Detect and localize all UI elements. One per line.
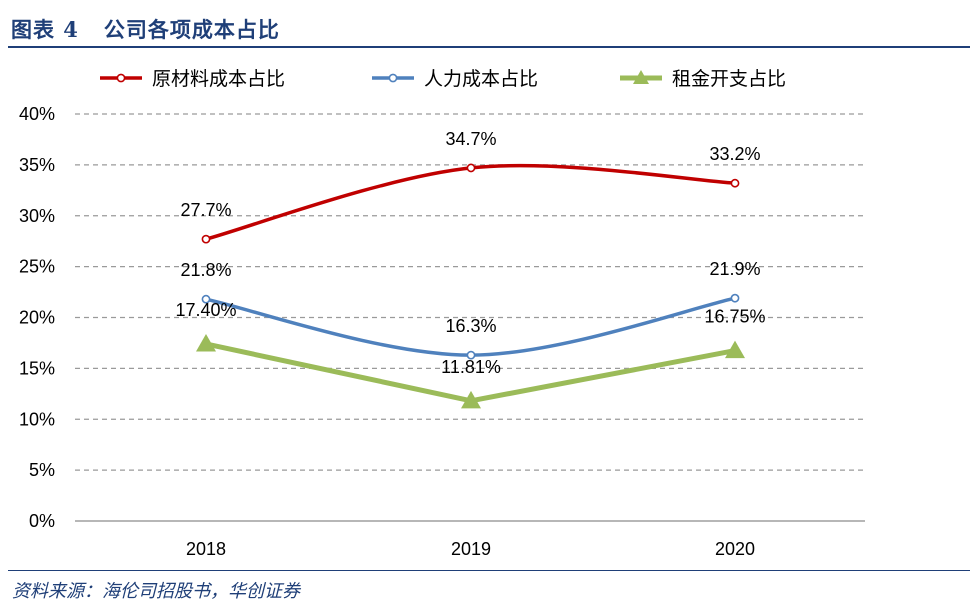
series-lines <box>196 163 745 409</box>
data-label: 21.9% <box>709 259 760 279</box>
data-point-marker <box>730 293 740 303</box>
data-label: 33.2% <box>709 144 760 164</box>
series-line-1 <box>204 163 737 241</box>
footer-divider <box>8 570 970 571</box>
legend: 原材料成本占比 人力成本占比 租金开支占比 <box>100 68 786 90</box>
data-point-marker <box>725 340 745 359</box>
x-axis-ticks: 2018 2019 2020 <box>186 539 755 559</box>
x-tick-label: 2018 <box>186 539 226 559</box>
data-point-marker <box>730 178 740 188</box>
y-tick-label: 40% <box>19 104 55 124</box>
x-tick-label: 2020 <box>715 539 755 559</box>
data-point-marker <box>461 390 481 409</box>
y-tick-label: 35% <box>19 155 55 175</box>
cost-ratio-line-chart: 0% 5% 10% 15% 20% 25% 30% 35% 40% 2018 2019 2020 2… <box>19 68 865 559</box>
y-tick-label: 25% <box>19 257 55 277</box>
y-tick-label: 20% <box>19 308 55 328</box>
data-point-marker <box>201 234 211 244</box>
data-label: 16.75% <box>704 307 765 327</box>
y-tick-label: 30% <box>19 206 55 226</box>
legend-marker <box>116 73 126 83</box>
data-label: 11.81% <box>441 357 501 377</box>
y-tick-label: 0% <box>29 511 55 531</box>
y-tick-label: 5% <box>29 460 55 480</box>
legend-label: 原材料成本占比 <box>152 68 285 90</box>
data-point-marker <box>466 350 476 360</box>
legend-marker <box>633 70 649 84</box>
y-axis-ticks: 0% 5% 10% 15% 20% 25% 30% 35% 40% <box>19 104 55 531</box>
legend-marker <box>388 73 398 83</box>
data-label: 17.40% <box>175 300 236 320</box>
data-point-marker <box>466 163 476 173</box>
y-tick-label: 10% <box>19 409 55 429</box>
legend-label: 租金开支占比 <box>672 68 786 90</box>
data-label: 16.3% <box>445 316 496 336</box>
data-point-marker <box>201 294 211 304</box>
y-tick-label: 15% <box>19 358 55 378</box>
grid-lines <box>75 113 865 522</box>
source-note: 资料来源：海伦司招股书，华创证券 <box>12 581 300 602</box>
data-point-marker <box>196 333 216 352</box>
header-divider <box>8 46 970 48</box>
data-label: 27.7% <box>180 200 231 220</box>
x-tick-label: 2019 <box>451 539 491 559</box>
data-label: 34.7% <box>445 129 496 149</box>
legend-label: 人力成本占比 <box>424 68 538 90</box>
data-label: 21.8% <box>180 260 231 280</box>
report-header: 图表 4 公司各项成本占比 <box>0 0 978 48</box>
figure-title: 图表 4 公司各项成本占比 <box>11 17 280 42</box>
data-labels: 27.7% 34.7% 33.2% 21.8% 16.3% 21.9% 17.40% 11.8… <box>175 129 765 377</box>
